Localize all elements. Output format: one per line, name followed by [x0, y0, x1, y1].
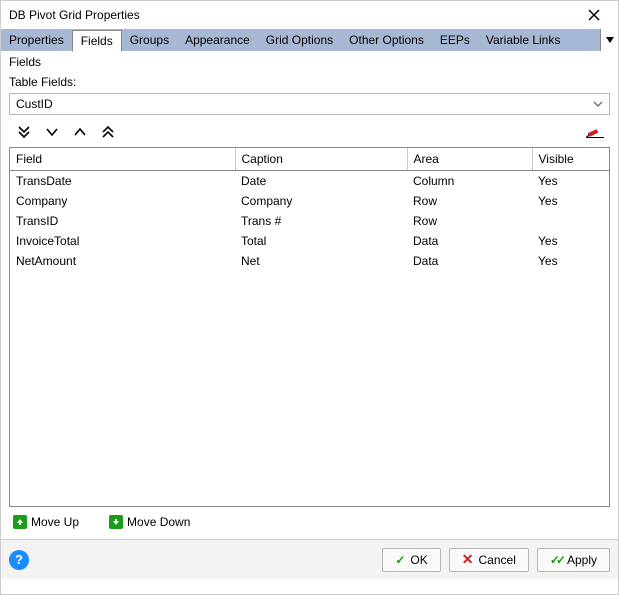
column-header[interactable]: Caption — [235, 148, 407, 171]
table-row[interactable]: CompanyCompanyRowYes — [10, 191, 609, 211]
double-check-icon: ✓✓ — [550, 553, 562, 567]
tab-fields[interactable]: Fields — [72, 30, 122, 52]
table-fields-combo[interactable]: CustID — [9, 93, 610, 115]
cell-field: TransID — [10, 211, 235, 231]
arrow-down-icon — [109, 515, 123, 529]
cell-caption: Company — [235, 191, 407, 211]
cell-visible: Yes — [532, 231, 609, 251]
tab-appearance[interactable]: Appearance — [177, 29, 258, 51]
cell-visible — [532, 211, 609, 231]
move-up-label: Move Up — [31, 515, 79, 529]
tab-properties[interactable]: Properties — [1, 29, 72, 51]
apply-label: Apply — [567, 553, 597, 567]
cell-caption: Net — [235, 251, 407, 271]
footer-bar: ? ✓ OK ✕ Cancel ✓✓ Apply — [1, 539, 618, 579]
table-row[interactable]: TransIDTrans #Row — [10, 211, 609, 231]
table-row[interactable]: NetAmountNetDataYes — [10, 251, 609, 271]
edit-pencil-icon[interactable] — [586, 124, 610, 141]
table-row[interactable]: InvoiceTotalTotalDataYes — [10, 231, 609, 251]
tab-groups[interactable]: Groups — [122, 29, 177, 51]
ok-label: OK — [410, 553, 427, 567]
cell-area: Row — [407, 191, 532, 211]
cell-area: Data — [407, 231, 532, 251]
cell-visible: Yes — [532, 171, 609, 192]
table-row[interactable]: TransDateDateColumnYes — [10, 171, 609, 192]
cell-caption: Date — [235, 171, 407, 192]
tab-overflow-button[interactable] — [600, 29, 618, 51]
window-title: DB Pivot Grid Properties — [9, 8, 140, 22]
cell-field: InvoiceTotal — [10, 231, 235, 251]
move-up-button[interactable]: Move Up — [13, 515, 79, 529]
cancel-label: Cancel — [479, 553, 516, 567]
fields-header-label: Fields — [9, 55, 610, 69]
tab-bar: PropertiesFieldsGroupsAppearanceGrid Opt… — [1, 29, 618, 51]
table-fields-label: Table Fields: — [9, 75, 610, 89]
fields-grid[interactable]: FieldCaptionAreaVisible TransDateDateCol… — [9, 147, 610, 507]
cell-area: Column — [407, 171, 532, 192]
help-icon[interactable]: ? — [9, 550, 29, 570]
move-down-icon[interactable] — [43, 123, 61, 141]
content-area: Fields Table Fields: CustID — [1, 51, 618, 539]
cell-field: Company — [10, 191, 235, 211]
column-header[interactable]: Field — [10, 148, 235, 171]
column-header[interactable]: Visible — [532, 148, 609, 171]
tab-variable-links[interactable]: Variable Links — [478, 29, 568, 51]
arrow-up-icon — [13, 515, 27, 529]
move-up-icon[interactable] — [71, 123, 89, 141]
x-icon: ✕ — [462, 551, 474, 568]
grid-header-row: FieldCaptionAreaVisible — [10, 148, 609, 171]
field-toolbar — [9, 123, 610, 141]
tab-other-options[interactable]: Other Options — [341, 29, 432, 51]
cell-area: Row — [407, 211, 532, 231]
move-buttons-row: Move Up Move Down — [9, 507, 610, 539]
move-down-button[interactable]: Move Down — [109, 515, 190, 529]
chevron-down-icon — [593, 99, 603, 110]
arrow-buttons — [9, 123, 117, 141]
move-down-label: Move Down — [127, 515, 190, 529]
apply-button[interactable]: ✓✓ Apply — [537, 548, 610, 572]
check-icon: ✓ — [395, 553, 405, 567]
close-icon[interactable] — [578, 4, 610, 26]
cell-caption: Trans # — [235, 211, 407, 231]
tab-eeps[interactable]: EEPs — [432, 29, 478, 51]
tab-grid-options[interactable]: Grid Options — [258, 29, 341, 51]
cell-area: Data — [407, 251, 532, 271]
cell-field: TransDate — [10, 171, 235, 192]
move-bottom-icon[interactable] — [15, 123, 33, 141]
move-top-icon[interactable] — [99, 123, 117, 141]
column-header[interactable]: Area — [407, 148, 532, 171]
cancel-button[interactable]: ✕ Cancel — [449, 548, 529, 572]
combo-value: CustID — [16, 97, 53, 111]
cell-visible: Yes — [532, 251, 609, 271]
cell-field: NetAmount — [10, 251, 235, 271]
title-bar: DB Pivot Grid Properties — [1, 1, 618, 29]
ok-button[interactable]: ✓ OK — [382, 548, 440, 572]
footer-buttons: ✓ OK ✕ Cancel ✓✓ Apply — [382, 548, 610, 572]
cell-caption: Total — [235, 231, 407, 251]
cell-visible: Yes — [532, 191, 609, 211]
